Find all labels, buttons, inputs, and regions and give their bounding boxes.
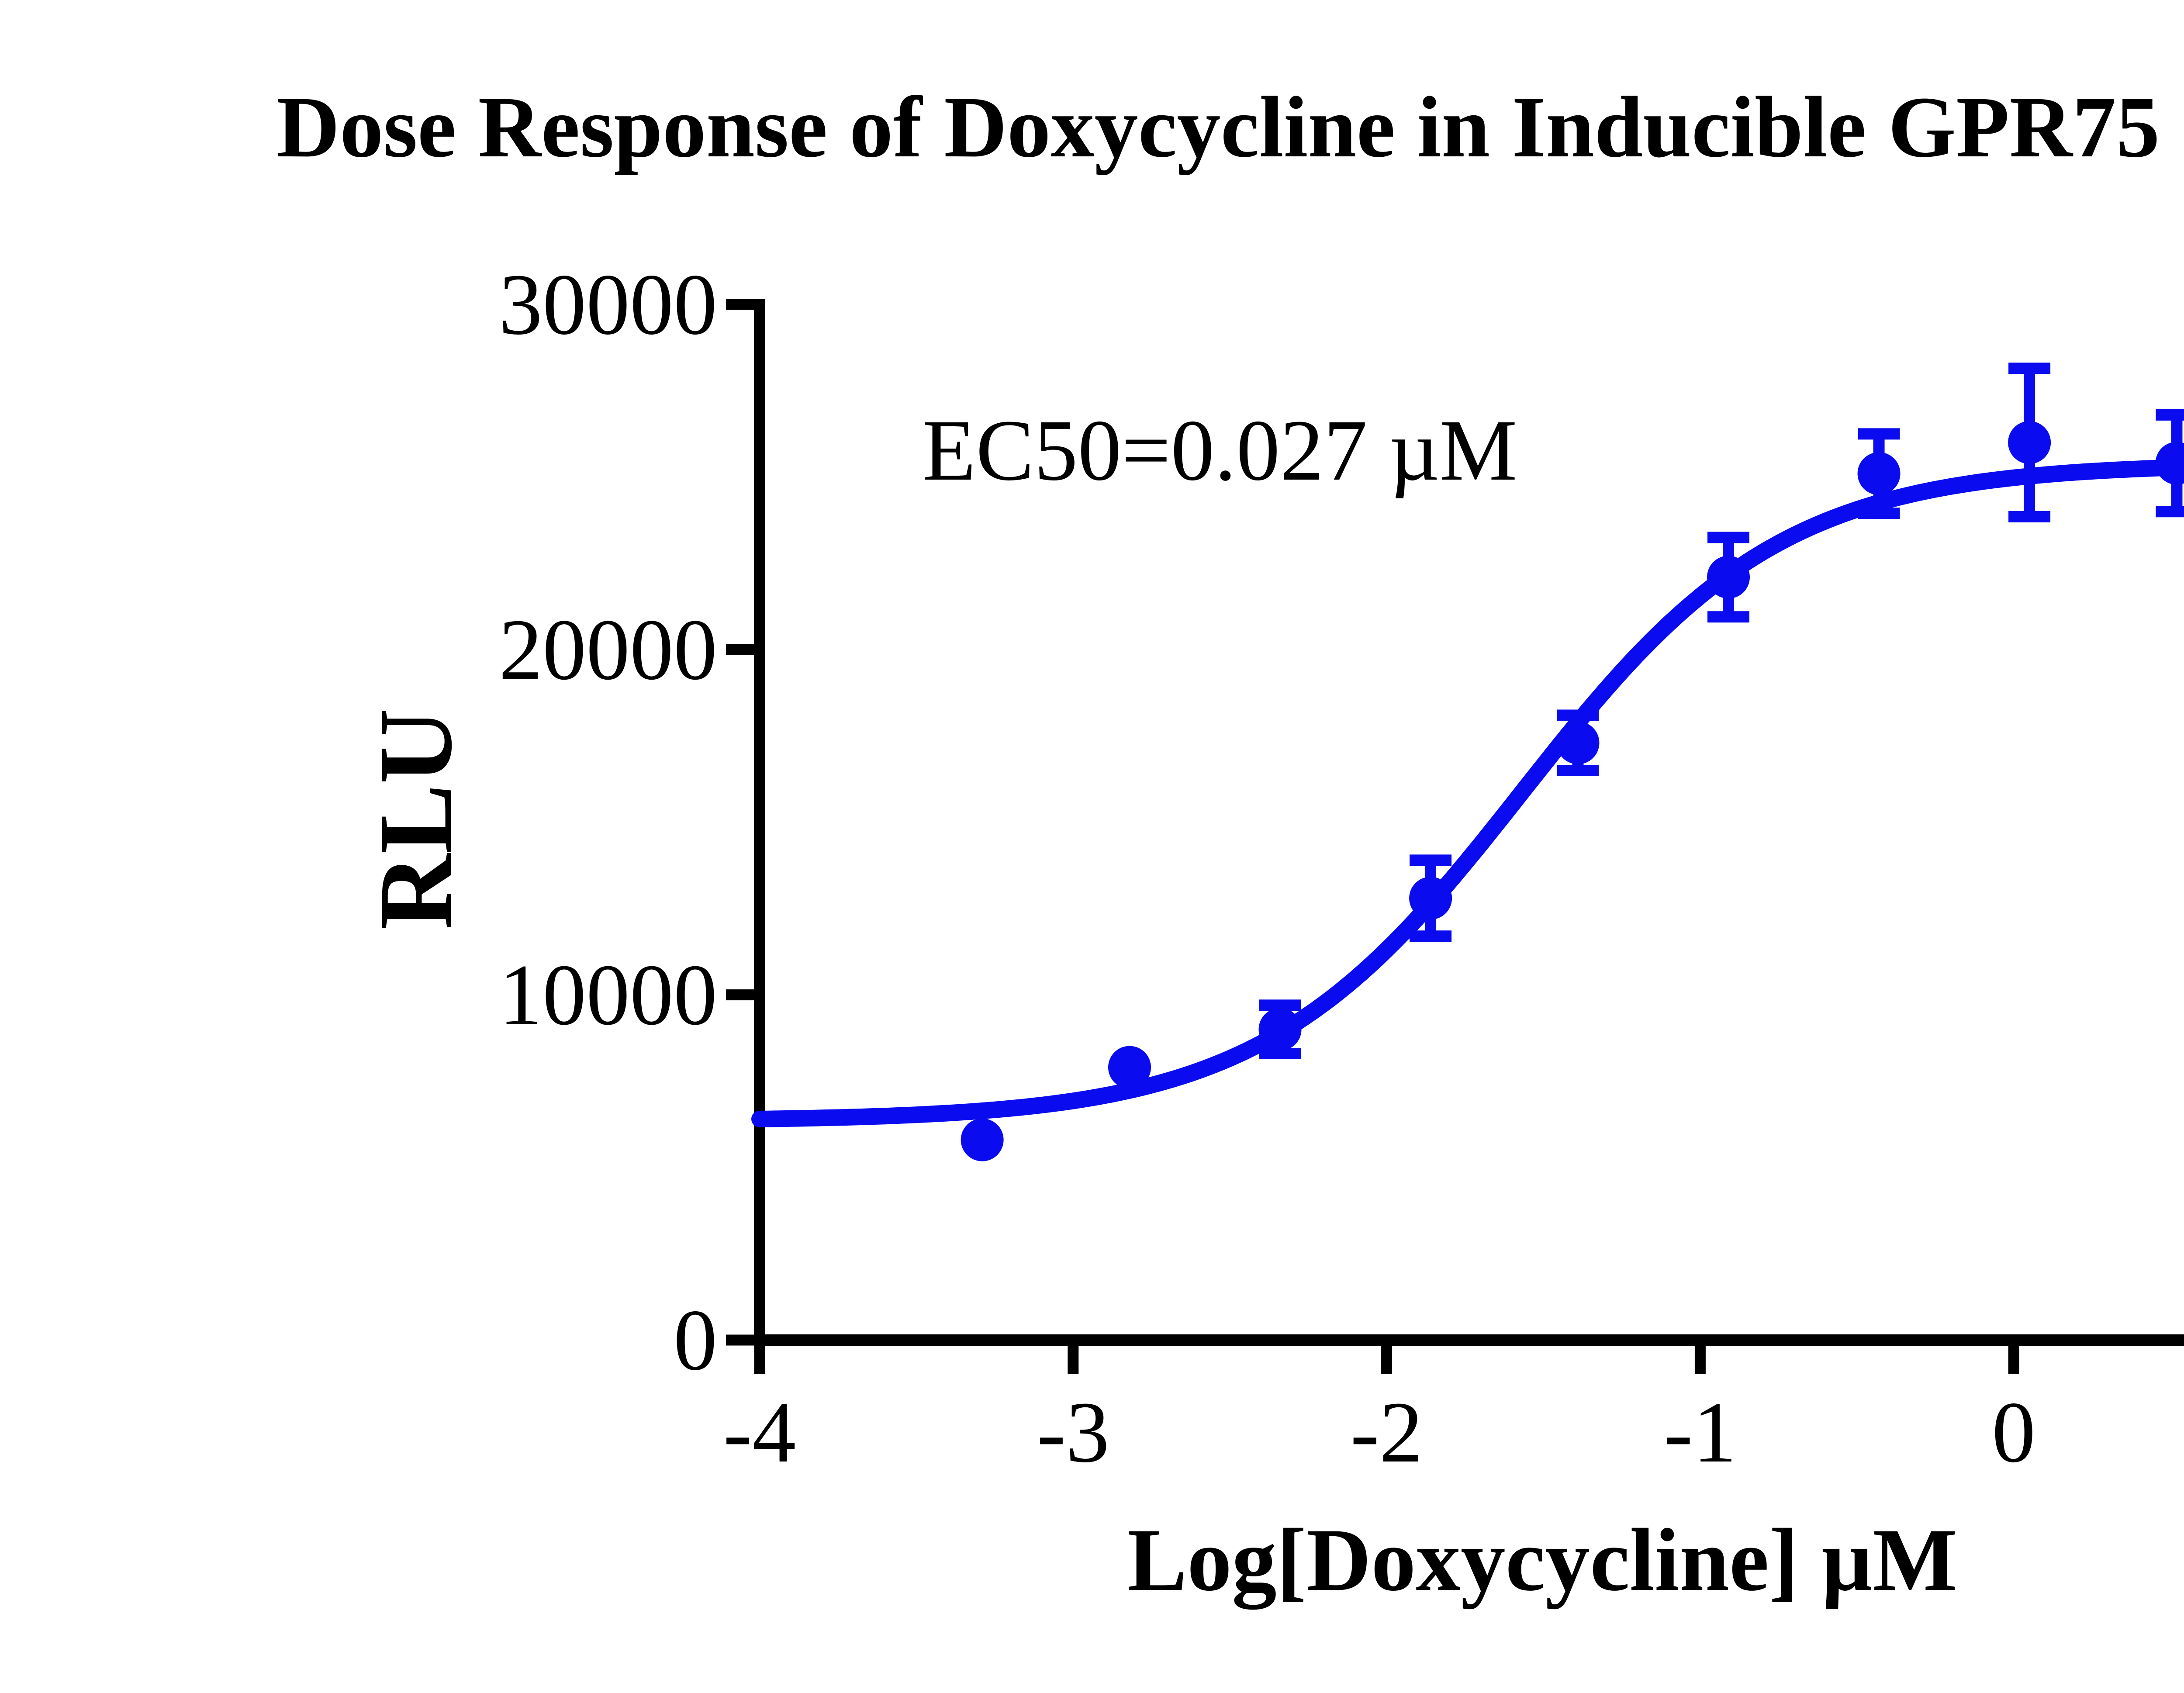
- x-tick-label: -2: [1350, 1384, 1423, 1481]
- data-point-marker: [1409, 877, 1452, 920]
- ec50-annotation: EC50=0.027 µM: [923, 402, 1517, 499]
- y-axis-tick-labels: 0 10000 20000 30000: [499, 256, 717, 1389]
- y-tick-label: 30000: [499, 256, 717, 353]
- y-axis-title: RLU: [357, 708, 473, 930]
- data-point-marker: [1707, 556, 1750, 599]
- x-tick-label: -3: [1037, 1384, 1109, 1481]
- y-tick-label: 0: [674, 1292, 717, 1389]
- data-point-marker: [1857, 452, 1901, 495]
- data-point-marker: [1556, 721, 1600, 764]
- fit-curve: [751, 459, 2184, 1127]
- data-point-marker: [2155, 442, 2184, 485]
- chart-title: Dose Response of Doxycycline in Inducibl…: [276, 79, 2184, 176]
- y-tick-label: 20000: [499, 601, 717, 698]
- data-point-marker: [1258, 1008, 1302, 1051]
- data-points-group: [961, 421, 2184, 1161]
- x-tick-label: 0: [1992, 1384, 2035, 1481]
- x-axis-title: Log[Doxycycline] µM: [1127, 1510, 1957, 1610]
- data-point-marker: [961, 1118, 1004, 1161]
- fit-curve-group: [751, 459, 2184, 1127]
- x-tick-label: -4: [723, 1384, 796, 1481]
- x-tick-label: -1: [1664, 1384, 1737, 1481]
- data-point-marker: [2008, 421, 2051, 464]
- y-tick-label: 10000: [499, 947, 717, 1043]
- x-axis-ticks: [754, 1340, 2019, 1374]
- x-axis-tick-labels: -4-3-2-101: [723, 1384, 2036, 1481]
- data-point-marker: [1108, 1046, 1151, 1089]
- axes: [754, 299, 2184, 1346]
- y-axis-ticks: [726, 299, 760, 1346]
